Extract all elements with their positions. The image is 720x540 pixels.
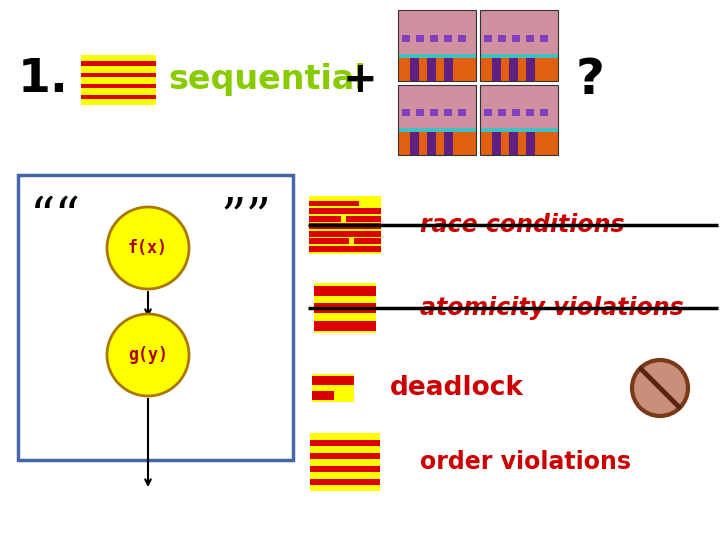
Bar (309, 223, 381, 229)
Bar (312, 376, 354, 384)
Bar (509, 130, 518, 155)
Bar (81, 62, 156, 66)
Ellipse shape (107, 207, 189, 289)
Bar (492, 56, 501, 80)
Bar (398, 128, 476, 132)
Bar (309, 215, 341, 221)
Bar (509, 56, 518, 80)
Bar (398, 10, 476, 80)
Bar (427, 56, 436, 80)
Bar (314, 286, 376, 295)
Bar (354, 238, 381, 244)
Bar (526, 130, 536, 155)
Bar (492, 130, 501, 155)
Bar (402, 109, 410, 116)
Bar (512, 109, 520, 116)
Bar (458, 109, 466, 116)
Bar (444, 130, 454, 155)
Bar (512, 35, 520, 42)
Bar (410, 56, 419, 80)
Text: 1.: 1. (18, 57, 69, 103)
Bar (484, 35, 492, 42)
Bar (427, 130, 436, 155)
Bar (310, 433, 380, 491)
Text: ““: ““ (30, 195, 81, 245)
Bar (398, 130, 476, 155)
Bar (309, 246, 381, 252)
Text: race conditions: race conditions (420, 213, 625, 237)
Bar (398, 53, 476, 58)
Bar (526, 56, 536, 80)
Bar (416, 35, 424, 42)
Bar (540, 35, 548, 42)
Bar (480, 53, 558, 58)
Bar (402, 35, 410, 42)
Bar (314, 303, 376, 313)
Bar (312, 391, 334, 400)
Bar (81, 55, 156, 105)
Bar (309, 196, 381, 254)
Text: sequential: sequential (168, 64, 366, 97)
Bar (346, 215, 381, 221)
Bar (480, 10, 558, 80)
Bar (480, 56, 558, 80)
Bar (480, 84, 558, 130)
Bar (309, 208, 381, 214)
Text: deadlock: deadlock (390, 375, 524, 401)
Bar (480, 10, 558, 56)
Bar (314, 283, 376, 333)
Bar (526, 35, 534, 42)
Text: +: + (343, 59, 377, 101)
Bar (314, 321, 376, 331)
Text: atomicity violations: atomicity violations (420, 296, 684, 320)
Bar (398, 84, 476, 130)
Bar (310, 466, 380, 471)
Bar (312, 374, 354, 402)
Bar (484, 109, 492, 116)
Bar (81, 72, 156, 77)
Bar (430, 109, 438, 116)
Bar (458, 35, 466, 42)
Text: ””: ”” (220, 195, 271, 245)
Bar (430, 35, 438, 42)
Ellipse shape (107, 314, 189, 396)
Text: ?: ? (575, 56, 605, 104)
Circle shape (632, 360, 688, 416)
Bar (310, 453, 380, 459)
Bar (498, 35, 505, 42)
Bar (444, 109, 452, 116)
Bar (309, 201, 359, 206)
Bar (310, 479, 380, 484)
Bar (309, 238, 348, 244)
Bar (309, 231, 381, 237)
Bar (81, 94, 156, 99)
Bar (498, 109, 505, 116)
Bar (310, 440, 380, 446)
Text: f(x): f(x) (128, 239, 168, 257)
Bar (444, 56, 454, 80)
Bar (416, 109, 424, 116)
Bar (480, 128, 558, 132)
Bar (444, 35, 452, 42)
Bar (398, 56, 476, 80)
Text: g(y): g(y) (128, 346, 168, 364)
Bar (398, 10, 476, 56)
Bar (540, 109, 548, 116)
Text: order violations: order violations (420, 450, 631, 474)
Bar (410, 130, 419, 155)
Bar (81, 84, 156, 89)
Bar (18, 175, 293, 460)
Bar (480, 84, 558, 155)
Bar (526, 109, 534, 116)
Bar (398, 84, 476, 155)
Bar (480, 130, 558, 155)
